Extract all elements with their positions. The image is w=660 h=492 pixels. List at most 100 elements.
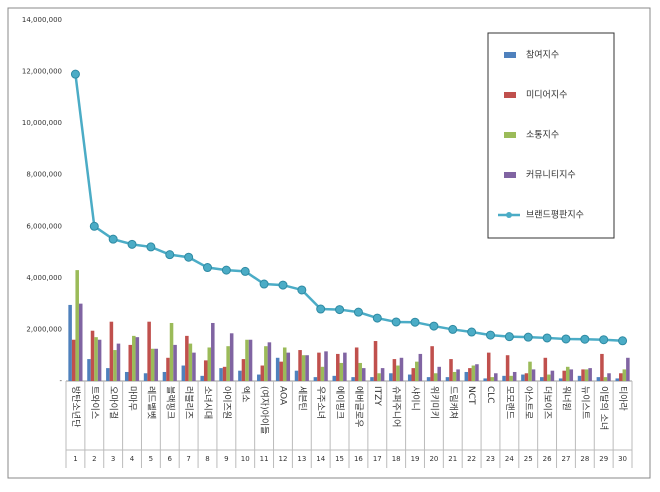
bar bbox=[521, 374, 525, 381]
rank-label: 24 bbox=[505, 455, 514, 463]
bar bbox=[226, 346, 230, 381]
bar bbox=[512, 371, 517, 381]
line-marker bbox=[467, 327, 477, 337]
rank-label: 29 bbox=[599, 455, 608, 463]
bar bbox=[94, 337, 98, 381]
bar bbox=[286, 352, 291, 381]
bar bbox=[336, 353, 340, 381]
bar bbox=[547, 374, 551, 381]
line-marker bbox=[89, 221, 99, 231]
line-marker bbox=[448, 324, 458, 334]
bar bbox=[267, 342, 272, 381]
x-tick-label: 이달의 소녀 bbox=[598, 386, 610, 430]
rank-label: 16 bbox=[354, 455, 363, 463]
rank-label: 6 bbox=[168, 455, 173, 463]
x-tick-label: 아스트로 bbox=[523, 386, 534, 419]
rank-label: 30 bbox=[618, 455, 627, 463]
x-tick-label: 위키미키 bbox=[428, 386, 439, 419]
bar bbox=[603, 377, 608, 381]
y-tick-label: 4,000,000 bbox=[26, 274, 62, 282]
bar bbox=[339, 362, 344, 381]
x-tick-label: 뉴이스트 bbox=[579, 386, 590, 419]
bar bbox=[260, 365, 265, 381]
x-tick-label: 티아라 bbox=[617, 386, 628, 412]
bar bbox=[128, 344, 133, 381]
bar bbox=[185, 335, 189, 381]
bar bbox=[619, 373, 623, 381]
bar bbox=[433, 373, 438, 381]
bar bbox=[313, 377, 318, 381]
rank-label: 12 bbox=[279, 455, 288, 463]
bar bbox=[211, 322, 215, 381]
bar bbox=[188, 343, 193, 381]
x-tick-label: (여자)아이들 bbox=[259, 386, 271, 434]
line-marker bbox=[372, 313, 382, 323]
x-tick-label: 방탄소년단 bbox=[70, 386, 81, 427]
rank-label: 3 bbox=[111, 455, 115, 463]
bar bbox=[301, 355, 306, 381]
legend-swatch bbox=[504, 172, 516, 178]
bar bbox=[97, 339, 102, 381]
rank-label: 19 bbox=[411, 455, 420, 463]
x-tick-label: 레드벨벳 bbox=[145, 386, 156, 419]
bar bbox=[370, 377, 374, 381]
rank-label: 25 bbox=[524, 455, 533, 463]
bar bbox=[449, 359, 453, 381]
bar bbox=[135, 337, 140, 381]
bar bbox=[90, 330, 95, 381]
bar bbox=[248, 339, 253, 381]
legend-swatch bbox=[506, 212, 512, 218]
bar bbox=[392, 359, 397, 381]
line-marker bbox=[504, 332, 514, 342]
rank-label: 20 bbox=[429, 455, 438, 463]
y-tick-label: 2,000,000 bbox=[26, 325, 62, 333]
bar bbox=[106, 368, 110, 381]
bar bbox=[389, 373, 393, 381]
bar bbox=[78, 303, 83, 381]
bar bbox=[169, 322, 174, 381]
bar bbox=[305, 355, 309, 381]
legend-swatch bbox=[504, 92, 516, 98]
x-tick-label: 우주소녀 bbox=[315, 386, 326, 419]
line-marker bbox=[108, 234, 118, 244]
x-tick-label: AOA bbox=[277, 386, 287, 406]
y-tick-label: 14,000,000 bbox=[22, 16, 62, 24]
bar bbox=[581, 369, 585, 381]
bar bbox=[373, 341, 378, 381]
line-marker bbox=[297, 285, 307, 295]
rank-label: 1 bbox=[73, 455, 77, 463]
rank-label: 13 bbox=[297, 455, 306, 463]
bar bbox=[483, 378, 487, 381]
x-tick-label: CLC bbox=[485, 386, 495, 404]
rank-label: 18 bbox=[392, 455, 401, 463]
rank-label: 2 bbox=[92, 455, 96, 463]
bar bbox=[282, 347, 287, 381]
line-marker bbox=[391, 317, 401, 327]
y-tick-label: 6,000,000 bbox=[26, 222, 62, 230]
bar bbox=[540, 377, 544, 381]
line-marker bbox=[184, 252, 194, 262]
bar bbox=[192, 352, 196, 381]
bar bbox=[203, 360, 208, 381]
bar bbox=[468, 368, 472, 381]
bar bbox=[562, 370, 566, 381]
bar bbox=[358, 362, 362, 381]
bar bbox=[486, 352, 491, 381]
bar bbox=[490, 377, 495, 381]
bar bbox=[245, 339, 249, 381]
x-tick-label: 에버글로우 bbox=[353, 386, 364, 427]
x-tick-label: 모모랜드 bbox=[504, 386, 515, 419]
bar bbox=[505, 355, 510, 381]
line-marker bbox=[353, 307, 363, 317]
bar bbox=[577, 375, 582, 381]
y-tick-label: 12,000,000 bbox=[22, 68, 62, 76]
line-marker bbox=[240, 266, 250, 276]
bar bbox=[600, 353, 604, 381]
bar bbox=[471, 365, 476, 381]
bar bbox=[279, 361, 283, 381]
line-marker bbox=[259, 279, 269, 289]
bar bbox=[150, 348, 155, 381]
bar bbox=[565, 366, 570, 381]
bar bbox=[68, 304, 72, 381]
bar bbox=[275, 357, 280, 381]
